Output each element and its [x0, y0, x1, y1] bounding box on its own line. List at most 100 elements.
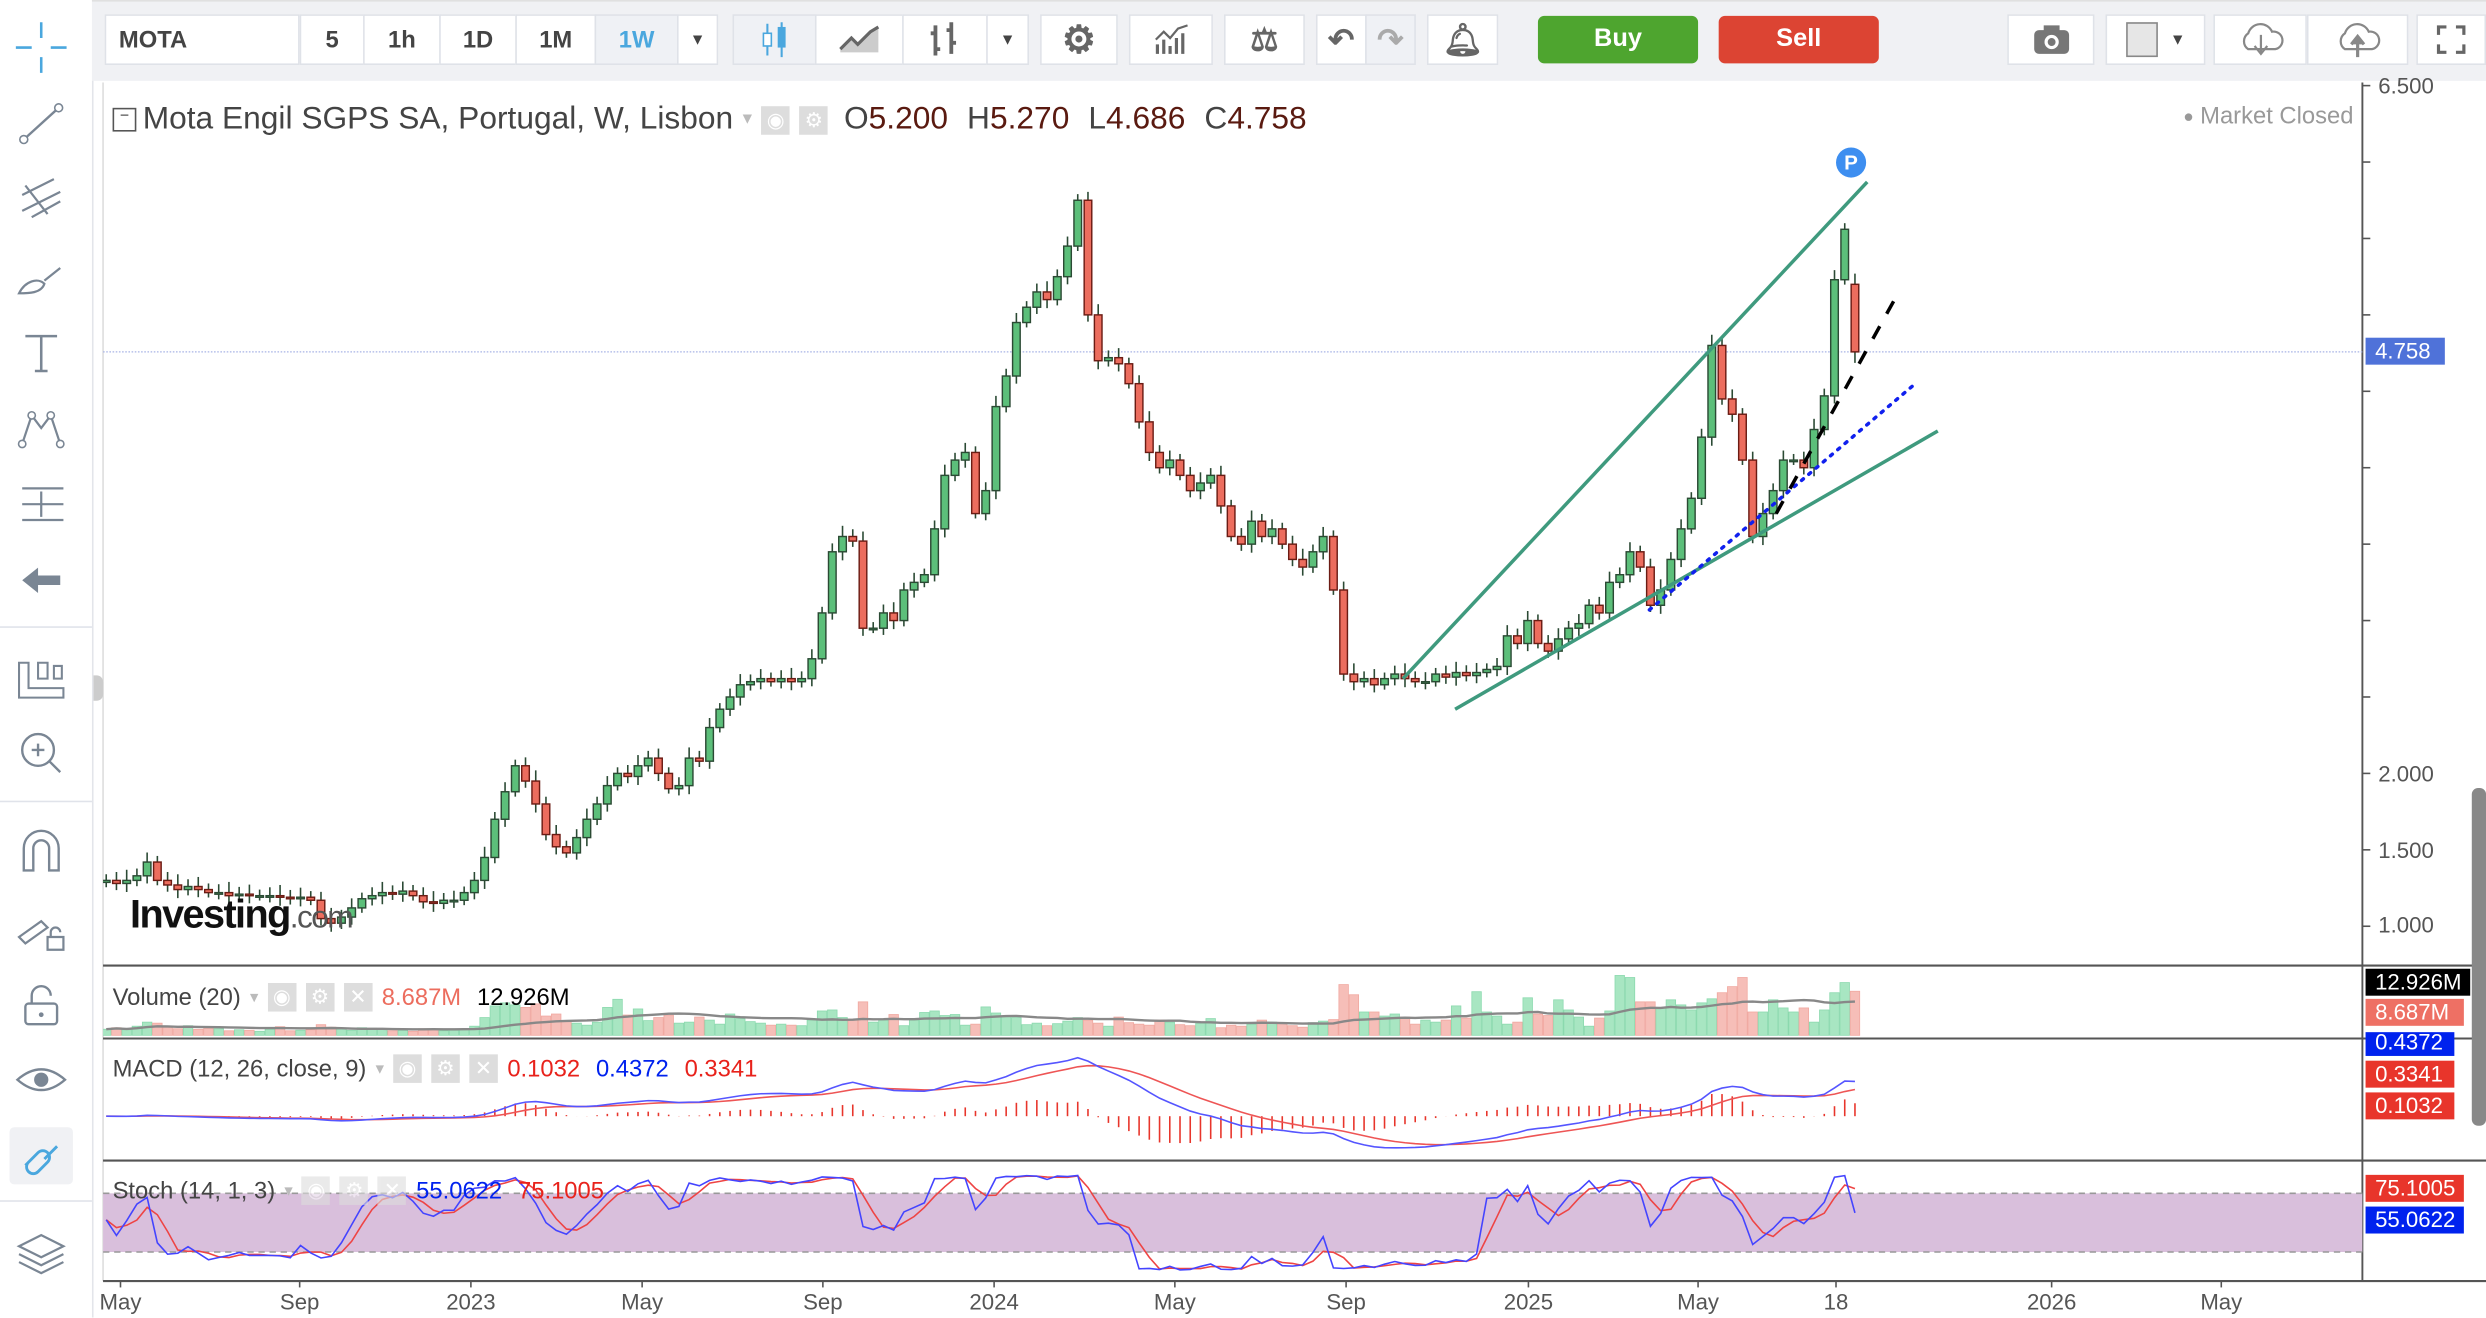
price-marker-badge[interactable]: P — [1836, 147, 1867, 178]
tool-brush[interactable] — [10, 249, 73, 306]
gear-icon[interactable]: ⚙ — [305, 983, 335, 1012]
interval-1w[interactable]: 1W — [594, 14, 679, 66]
macd-signal-line — [106, 1064, 1856, 1146]
chevron-down-icon[interactable]: ▼ — [372, 1060, 387, 1077]
tool-crosshair[interactable] — [10, 19, 73, 76]
volume-bar — [540, 1015, 552, 1036]
eye-toggle-icon[interactable]: ◉ — [302, 1176, 331, 1205]
chevron-down-icon[interactable]: ▼ — [247, 989, 262, 1006]
undo-button[interactable]: ↶ — [1315, 14, 1367, 66]
redo-button[interactable]: ↷ — [1365, 14, 1416, 66]
bar-chart-button[interactable] — [902, 14, 988, 66]
tool-back-arrow[interactable] — [10, 552, 73, 609]
snapshot-button[interactable] — [2007, 14, 2095, 66]
tool-pitchfork[interactable] — [10, 173, 73, 230]
candle-down — [848, 535, 858, 542]
compare-button[interactable]: ⚖ — [1224, 14, 1305, 66]
tool-trend-line[interactable] — [10, 95, 73, 152]
tool-text[interactable] — [10, 323, 73, 380]
tool-magnet[interactable] — [10, 823, 73, 880]
volume-ma-value: 12.926M — [476, 983, 570, 1011]
close-icon[interactable]: ✕ — [343, 983, 373, 1012]
volume-title[interactable]: Volume (20) — [112, 983, 241, 1011]
volume-bar — [1635, 1001, 1646, 1036]
gear-icon[interactable]: ⚙ — [799, 105, 829, 134]
macd-line-tag: 0.4372 — [2365, 1032, 2455, 1056]
interval-1m[interactable]: 1M — [515, 14, 597, 66]
candle-down — [664, 772, 674, 790]
candle-up — [1195, 482, 1205, 492]
volume-bar — [1440, 1019, 1452, 1036]
chevron-down-icon[interactable]: ▼ — [739, 110, 756, 129]
time-tick-label: 2026 — [2026, 1289, 2077, 1315]
candle-up — [1768, 489, 1778, 515]
volume-bar — [438, 1030, 449, 1036]
tool-zoom-in[interactable] — [10, 725, 73, 782]
fullscreen-button[interactable] — [2416, 14, 2486, 66]
candle-down — [858, 540, 868, 629]
line-chart-button[interactable] — [814, 14, 904, 66]
stoch-title[interactable]: Stoch (14, 1, 3) — [112, 1177, 276, 1205]
tool-unlock[interactable] — [10, 975, 73, 1032]
candle-down — [1461, 671, 1471, 677]
candle-down — [1594, 604, 1604, 614]
volume-bar — [653, 1017, 664, 1036]
tool-lock-drawing[interactable] — [10, 899, 73, 956]
instrument-title[interactable]: Mota Engil SGPS SA, Portugal, W, Lisbon — [142, 101, 734, 137]
candle-up — [1420, 680, 1430, 685]
chevron-down-icon[interactable]: ▼ — [281, 1182, 296, 1199]
load-layout-button[interactable] — [2213, 14, 2307, 66]
volume-bar — [1256, 1019, 1267, 1036]
candle-up — [797, 677, 807, 683]
tool-layers[interactable] — [10, 1224, 73, 1281]
eye-toggle-icon[interactable]: ◉ — [761, 105, 791, 134]
indicators-button[interactable] — [1128, 14, 1213, 66]
tool-link[interactable] — [9, 1127, 73, 1185]
close-icon[interactable]: ✕ — [469, 1054, 498, 1083]
settings-button[interactable]: ⚙ — [1040, 14, 1118, 66]
interval-1d[interactable]: 1D — [439, 14, 517, 66]
collapse-icon[interactable]: − — [112, 107, 137, 132]
alert-button[interactable]: 🔔︎ — [1426, 14, 1499, 66]
volume-bar — [1328, 1019, 1339, 1036]
candle-down — [326, 917, 336, 924]
volume-bar — [131, 1025, 143, 1036]
volume-bar — [643, 1020, 654, 1036]
eye-toggle-icon[interactable]: ◉ — [393, 1054, 422, 1083]
sell-button[interactable]: Sell — [1718, 15, 1879, 64]
candle-down — [1175, 459, 1185, 477]
open-value: 5.200 — [868, 101, 949, 137]
candles-button[interactable] — [732, 14, 817, 66]
tool-fib[interactable] — [10, 476, 73, 533]
symbol-input[interactable]: MOTA — [104, 14, 300, 66]
volume-bar — [141, 1021, 153, 1036]
interval-1h[interactable]: 1h — [363, 14, 441, 66]
gear-icon[interactable]: ⚙ — [431, 1054, 460, 1083]
trend-channel-upper — [1401, 180, 1869, 680]
time-tick-label: 2024 — [969, 1289, 1019, 1315]
buy-button[interactable]: Buy — [1537, 15, 1699, 64]
tool-measure[interactable] — [10, 650, 73, 707]
eye-toggle-icon[interactable]: ◉ — [267, 983, 297, 1012]
close-icon[interactable]: ✕ — [378, 1176, 407, 1205]
save-layout-button[interactable] — [2306, 14, 2409, 66]
macd-title[interactable]: MACD (12, 26, close, 9) — [112, 1055, 367, 1083]
tool-pattern[interactable] — [10, 400, 73, 457]
volume-bar — [939, 1015, 950, 1036]
interval-dropdown[interactable]: ▼ — [677, 14, 719, 66]
vertical-scrollbar[interactable] — [2471, 787, 2486, 1126]
toolbar-collapse-handle[interactable] — [93, 675, 104, 701]
volume-bar — [1849, 990, 1861, 1036]
color-button[interactable]: ▼ — [2105, 14, 2206, 66]
volume-bar — [1420, 1019, 1431, 1036]
candle-down — [1226, 505, 1236, 538]
time-tick-label: Sep — [1326, 1289, 1366, 1315]
candle-up — [183, 885, 193, 891]
volume-bar — [591, 1021, 603, 1036]
candle-down — [623, 772, 633, 778]
chart-type-dropdown[interactable]: ▼ — [986, 14, 1029, 66]
tool-eye[interactable] — [10, 1051, 73, 1108]
gear-icon[interactable]: ⚙ — [340, 1176, 369, 1205]
candle-up — [827, 551, 837, 614]
